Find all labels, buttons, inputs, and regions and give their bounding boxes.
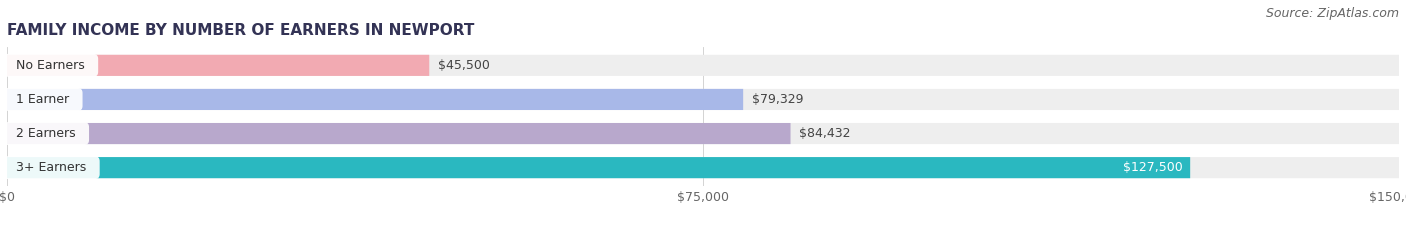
Text: $79,329: $79,329 — [752, 93, 803, 106]
Text: No Earners: No Earners — [8, 59, 93, 72]
Text: 1 Earner: 1 Earner — [8, 93, 77, 106]
Text: $84,432: $84,432 — [799, 127, 851, 140]
FancyBboxPatch shape — [7, 89, 744, 110]
FancyBboxPatch shape — [7, 157, 1189, 178]
Text: 2 Earners: 2 Earners — [8, 127, 84, 140]
Text: $127,500: $127,500 — [1123, 161, 1184, 174]
FancyBboxPatch shape — [7, 55, 1399, 76]
FancyBboxPatch shape — [7, 89, 1399, 110]
FancyBboxPatch shape — [7, 55, 429, 76]
Text: Source: ZipAtlas.com: Source: ZipAtlas.com — [1265, 7, 1399, 20]
Text: FAMILY INCOME BY NUMBER OF EARNERS IN NEWPORT: FAMILY INCOME BY NUMBER OF EARNERS IN NE… — [7, 24, 474, 38]
Text: $45,500: $45,500 — [437, 59, 489, 72]
FancyBboxPatch shape — [7, 123, 790, 144]
Text: 3+ Earners: 3+ Earners — [8, 161, 94, 174]
FancyBboxPatch shape — [7, 123, 1399, 144]
FancyBboxPatch shape — [7, 157, 1399, 178]
